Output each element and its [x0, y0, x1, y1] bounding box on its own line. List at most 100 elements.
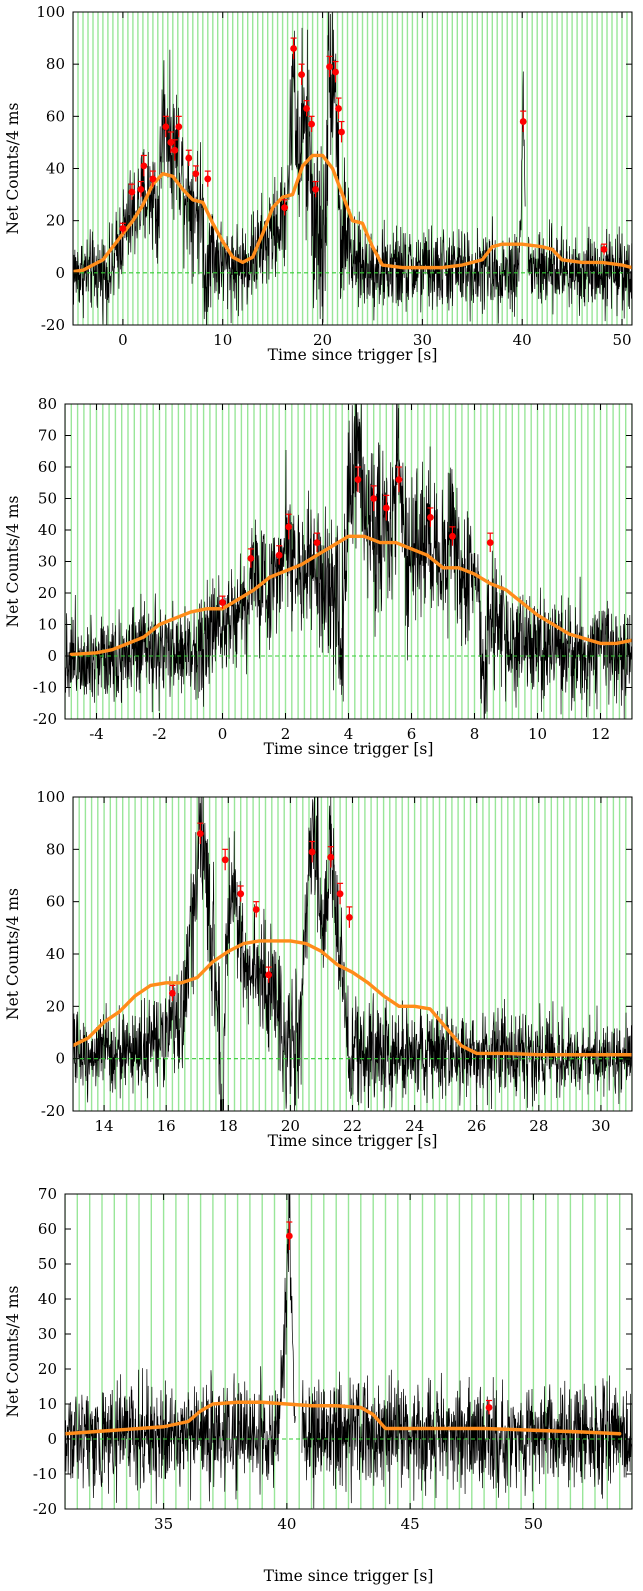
x-tick-label: 24: [405, 1117, 424, 1135]
y-tick-label: 100: [36, 3, 65, 21]
y-tick-label: 0: [55, 264, 65, 282]
peak-marker: [308, 115, 315, 132]
x-tick-label: 45: [401, 1515, 420, 1533]
y-tick-label: 20: [46, 212, 65, 230]
peak-marker: [313, 532, 321, 553]
y-tick-label: 80: [46, 55, 65, 73]
peak-marker: [149, 170, 157, 187]
y-tick-label: -10: [33, 679, 57, 697]
peak-marker: [171, 139, 179, 161]
y-tick-label: 0: [47, 647, 57, 665]
x-tick-label: 40: [513, 331, 532, 349]
peak-marker: [395, 466, 403, 493]
peak-marker: [303, 100, 310, 117]
x-axis: -4 -2 0 2 4 6 8 10 12: [89, 404, 610, 743]
peak-marker: [162, 115, 170, 138]
y-tick-label: 60: [46, 107, 65, 125]
peak-marker: [332, 60, 339, 83]
smooth-curve: [69, 534, 632, 657]
x-axis: 35 40 45 50: [154, 1194, 543, 1533]
peak-marker: [486, 532, 494, 553]
peak-marker: [345, 906, 353, 928]
x-tick-label: 10: [213, 331, 232, 349]
peak-marker: [128, 183, 136, 200]
y-tick-label: 10: [38, 1395, 57, 1413]
y-tick-label: 50: [38, 1255, 57, 1273]
x-axis: 14 16 18 20 22 24 26 28 30: [95, 797, 610, 1135]
y-tick-label: 40: [38, 1290, 57, 1308]
x-tick-label: 40: [277, 1515, 296, 1533]
peak-marker: [192, 165, 200, 182]
peak-marker: [140, 154, 148, 177]
peak-marker: [265, 966, 273, 983]
x-tick-label: 30: [591, 1117, 610, 1135]
plot-area: [73, 12, 632, 325]
x-tick-label: 2: [281, 725, 291, 743]
x-tick-label: 12: [591, 725, 610, 743]
x-tick-label: 0: [118, 331, 128, 349]
peak-marker: [449, 526, 456, 546]
chart-panel-4: 35 40 45 50 -20 -10 0 10 20 30 40 50 60 70 Time since …: [4, 1185, 633, 1585]
y-tick-label: 0: [55, 1050, 65, 1068]
chart-panel-1: 0 10 20 30 40 50 -20 0 20 40 60 80 100 Time since tri…: [4, 3, 633, 364]
y-axis-label: Net Counts/4 ms: [4, 103, 22, 235]
y-axis-label: Net Counts/4 ms: [4, 1286, 22, 1418]
y-tick-label: 80: [46, 840, 65, 858]
x-tick-label: 4: [344, 725, 354, 743]
peak-marker: [370, 485, 378, 512]
smooth-curve: [73, 153, 632, 274]
peak-marker: [335, 97, 342, 119]
peak-marker: [252, 901, 260, 918]
y-tick-label: 40: [46, 160, 65, 178]
y-axis-label: Net Counts/4 ms: [4, 496, 22, 628]
y-axis: -20 0 20 40 60 80 100: [36, 3, 632, 334]
chart-panel-3: 14 16 18 20 22 24 26 28 30 -20 0 20 40 60 80 100 Time si…: [4, 788, 633, 1150]
x-tick-label: 8: [470, 725, 480, 743]
x-tick-label: -4: [89, 725, 104, 743]
x-tick-label: 20: [313, 331, 332, 349]
y-tick-label: 0: [47, 1430, 57, 1448]
y-axis: -20 0 20 40 60 80 100: [36, 788, 632, 1120]
x-axis: 0 10 20 30 40 50: [118, 12, 632, 349]
y-tick-label: 100: [36, 788, 65, 806]
peak-marker: [338, 120, 345, 143]
y-tick-label: 40: [46, 945, 65, 963]
x-tick-label: 0: [218, 725, 228, 743]
y-tick-label: 60: [38, 1220, 57, 1238]
peak-marker: [168, 984, 176, 1002]
peak-marker: [600, 243, 608, 255]
peak-marker: [298, 63, 305, 86]
peak-marker: [336, 882, 344, 905]
y-tick-label: -10: [33, 1465, 57, 1483]
x-tick-label: 18: [219, 1117, 238, 1135]
x-tick-label: 20: [281, 1117, 300, 1135]
x-axis-label: Time since trigger [s]: [264, 1567, 434, 1585]
peak-marker: [485, 1399, 493, 1415]
peak-marker: [285, 1221, 293, 1250]
y-tick-label: 40: [38, 521, 57, 539]
x-tick-label: -2: [152, 725, 167, 743]
peak-marker: [185, 149, 193, 166]
x-tick-label: 22: [343, 1117, 362, 1135]
x-tick-label: 16: [157, 1117, 176, 1135]
peak-markers: [285, 1221, 493, 1415]
peak-marker: [247, 548, 255, 568]
peak-marker: [290, 37, 298, 59]
peak-marker: [285, 513, 293, 540]
peak-marker: [204, 170, 212, 187]
x-tick-label: 50: [612, 331, 631, 349]
peak-marker: [175, 115, 183, 138]
signal-trace: [73, 797, 632, 1111]
peak-marker: [427, 507, 434, 527]
smooth-curve: [73, 939, 632, 1057]
peak-marker: [119, 222, 127, 234]
smooth-curve: [65, 1400, 622, 1436]
peak-marker: [308, 840, 316, 863]
y-tick-label: 20: [38, 584, 57, 602]
peak-markers: [219, 466, 494, 609]
y-tick-label: -20: [41, 1102, 65, 1120]
y-tick-label: 10: [38, 616, 57, 634]
y-tick-label: 30: [38, 1325, 57, 1343]
signal-trace: [65, 1194, 632, 1509]
